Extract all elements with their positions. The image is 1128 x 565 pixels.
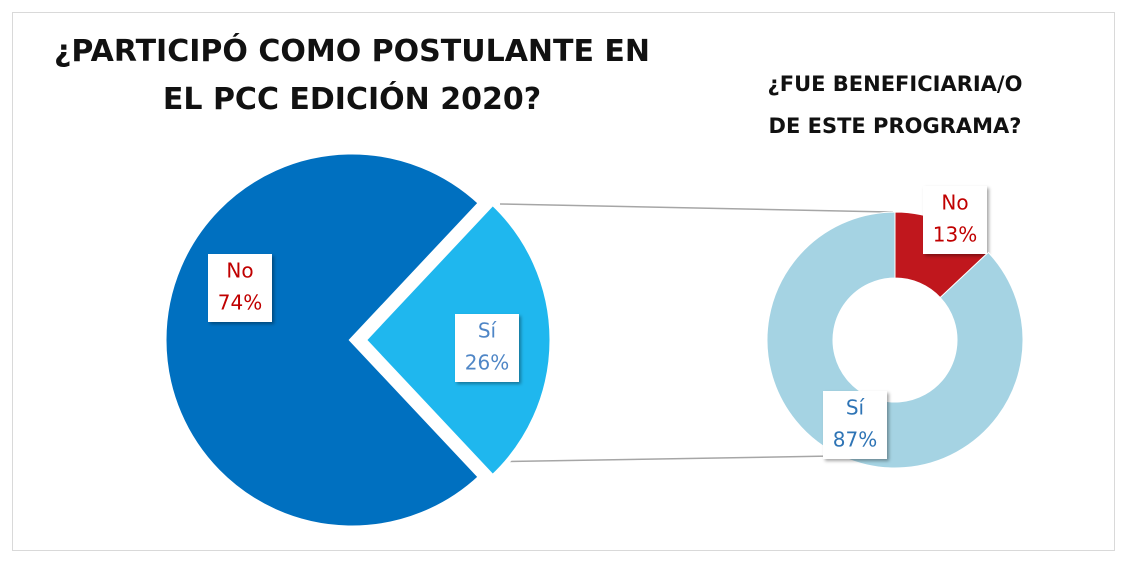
label-category: No: [226, 259, 253, 283]
label-value: 13%: [933, 223, 977, 247]
label-box: [208, 254, 272, 322]
data-label: Sí 26%: [455, 314, 519, 382]
label-value: 87%: [833, 428, 877, 452]
slice: [161, 149, 485, 531]
chart-title: ¿PARTICIPÓ COMO POSTULANTE EN EL PCC EDIC…: [54, 32, 650, 117]
label-box: [455, 314, 519, 382]
data-label: Sí 87%: [823, 391, 887, 459]
label-category: No: [941, 191, 968, 215]
label-category: Sí: [846, 396, 866, 420]
label-box: [923, 186, 987, 254]
chart-title: ¿FUE BENEFICIARIA/O DE ESTE PROGRAMA?: [768, 72, 1023, 138]
label-value: 26%: [465, 351, 509, 375]
label-category: Sí: [478, 319, 498, 343]
data-label: No 13%: [923, 186, 987, 254]
label-box: [823, 391, 887, 459]
data-label: No 74%: [208, 254, 272, 322]
connector: [499, 203, 894, 213]
label-value: 74%: [218, 291, 262, 315]
